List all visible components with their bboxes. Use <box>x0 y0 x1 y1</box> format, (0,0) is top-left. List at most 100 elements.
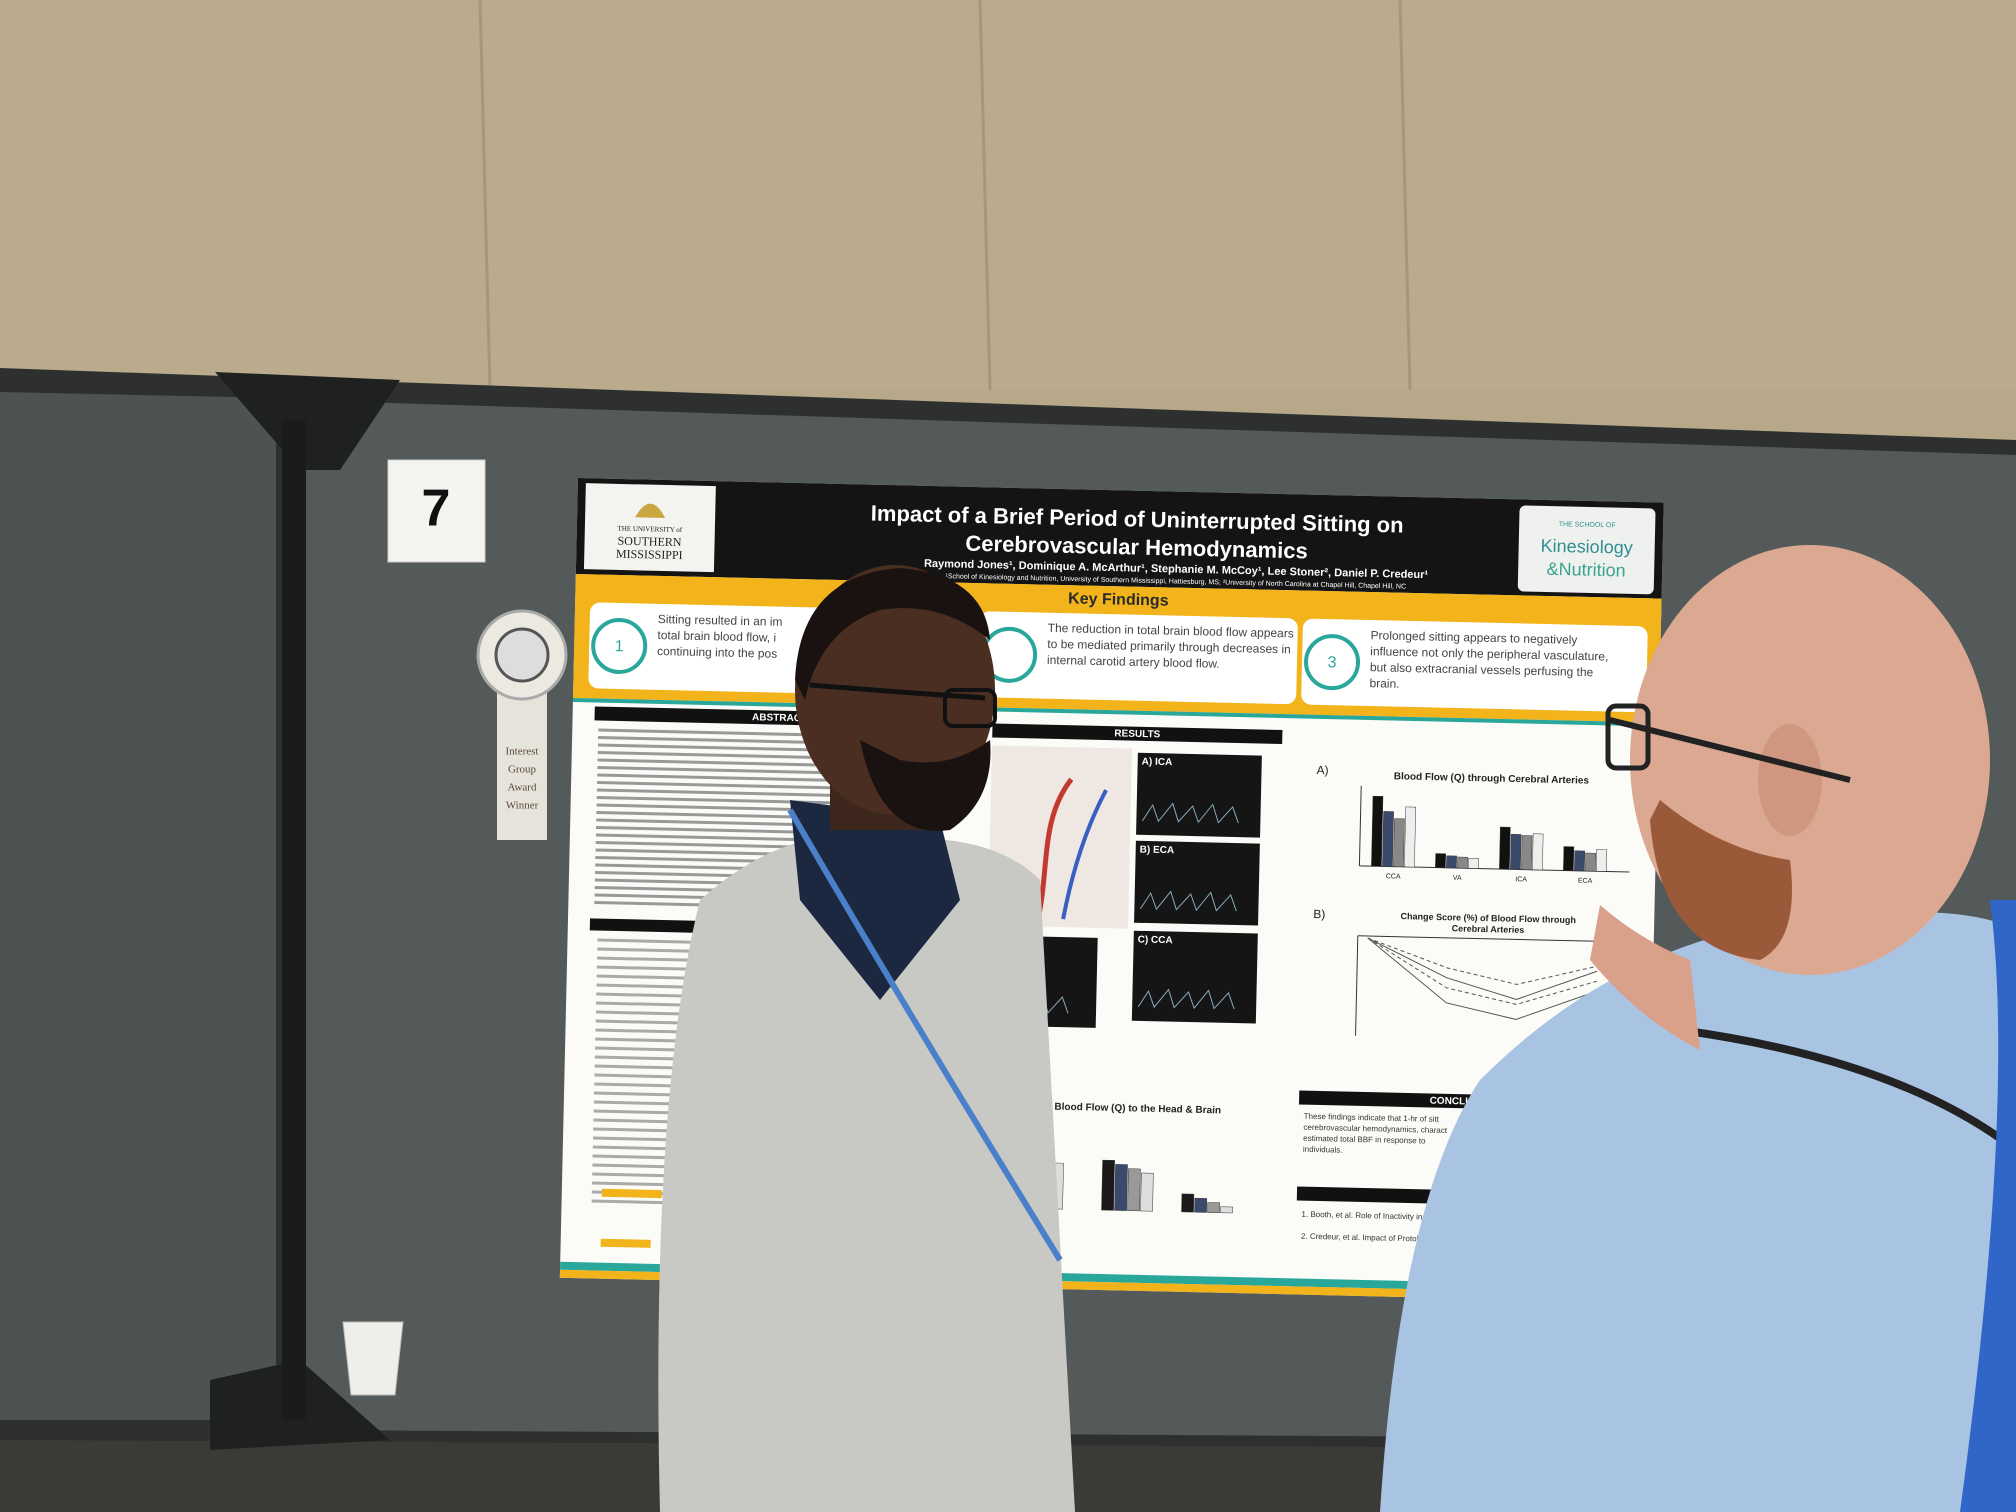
figure-bar <box>1140 1172 1154 1212</box>
finding-text: internal carotid artery blood flow. <box>1047 653 1220 671</box>
man-right-hand <box>1590 905 1700 1050</box>
ultrasound-label: C) CCA <box>1138 934 1173 946</box>
figure-bar <box>1435 853 1446 869</box>
artery <box>1061 789 1108 920</box>
figure-bar <box>1194 1197 1208 1213</box>
figure-bar <box>1101 1159 1115 1211</box>
figure-bar <box>1563 846 1575 871</box>
finding-box <box>1301 618 1648 713</box>
backpack-strap <box>1679 1026 2016 1154</box>
finding-number: 3 <box>1327 654 1336 671</box>
figure-bar <box>1382 811 1394 867</box>
chart-category: ECA <box>1578 878 1593 885</box>
head-brain-title: Estimated Blood Flow (Q) to the Head & B… <box>1004 1100 1221 1116</box>
finding-text: brain. <box>1369 676 1399 691</box>
conclusion-text: individuals. <box>1303 1145 1343 1155</box>
section-heading: RESULTS <box>1114 728 1160 740</box>
chart-label: B) <box>1313 907 1325 921</box>
chart-title: Change Score (%) of Blood Flow through <box>1400 911 1576 925</box>
number-card <box>387 459 486 563</box>
ultrasound-image <box>1131 930 1258 1024</box>
lanyard <box>787 808 1063 1262</box>
finding-number: 1 <box>615 638 624 655</box>
trend-line <box>1367 937 1597 1005</box>
conclusion-text: cerebrovascular hemodynamics, charact <box>1303 1123 1448 1135</box>
ribbon-text: Interest <box>506 746 539 758</box>
wall <box>0 0 2016 390</box>
figure-bar <box>1207 1202 1220 1213</box>
cup <box>342 1321 404 1396</box>
poster-header <box>575 477 1664 599</box>
section-heading: ABSTRACT <box>752 712 807 724</box>
logo-dome <box>635 503 666 518</box>
backpack-strap-blue <box>1960 900 2016 1512</box>
figure-bar <box>1393 818 1405 868</box>
wall-seam <box>1398 0 1412 391</box>
chart-axis <box>1358 785 1362 866</box>
finding-text: continuing into the pos <box>657 644 777 661</box>
wall-seam <box>978 0 992 391</box>
chart-axis <box>1355 935 1359 1036</box>
ultrasound-image <box>1134 840 1260 926</box>
reference-text: 2. Credeur, et al. Impact of Protol <box>1301 1232 1419 1244</box>
man-left-beard <box>860 740 991 831</box>
key-findings-heading: Key Findings <box>1068 590 1169 609</box>
logo-left-text: SOUTHERN <box>617 534 682 549</box>
trend-line <box>1367 937 1598 985</box>
chart-category: ICA <box>1515 876 1527 883</box>
man-left-body <box>658 836 1075 1512</box>
logo-right-text: &Nutrition <box>1546 559 1625 581</box>
finding-text: to be mediated primarily through decreas… <box>1047 637 1291 657</box>
figure-bar <box>1127 1168 1141 1212</box>
doppler-trace <box>1139 890 1237 912</box>
figure-bar <box>1532 833 1544 871</box>
doppler-trace <box>1137 988 1235 1010</box>
figure-bar <box>1220 1206 1233 1214</box>
ribbon-text: Award <box>508 782 537 794</box>
board-post-top <box>215 372 400 470</box>
board-post <box>282 420 306 1420</box>
ribbon-seal <box>494 627 550 683</box>
man-left-hair <box>795 568 990 700</box>
finding-text: Prolonged sitting appears to negatively <box>1370 628 1577 647</box>
figure-bar <box>1499 826 1511 870</box>
figure-bar <box>1585 852 1597 872</box>
figure-bar <box>1468 858 1479 869</box>
figure-bar <box>1457 856 1468 869</box>
man-left-lens <box>943 688 997 728</box>
finding-circle <box>1304 634 1361 691</box>
figure-bar <box>1596 848 1608 872</box>
conclusion-text: These findings indicate that 1-hr of sit… <box>1304 1112 1440 1124</box>
ultrasound-label: B) ECA <box>1140 844 1175 856</box>
logo-left-text: THE UNIVERSITY of <box>617 525 683 534</box>
artery <box>1035 777 1074 920</box>
ribbon-text: Group <box>508 764 537 776</box>
figure-bar <box>1114 1164 1128 1211</box>
section-bar <box>992 723 1283 745</box>
protocol-bar <box>601 1188 662 1199</box>
finding-circle <box>591 617 648 674</box>
chart-category: CCA <box>1386 873 1401 880</box>
logo-right-text: THE SCHOOL OF <box>1559 521 1616 529</box>
man-left-glasses <box>809 682 986 701</box>
chart-title: Cerebral Arteries <box>1452 923 1525 935</box>
man-right-ear <box>1758 724 1822 836</box>
conclusion-text: estimated total BBF in response to <box>1303 1134 1426 1146</box>
figure-bar <box>1510 834 1522 870</box>
wall-seam <box>478 0 492 391</box>
finding-text: but also extracranial vessels perfusing … <box>1370 660 1594 679</box>
finding-text: influence not only the peripheral vascul… <box>1370 644 1608 663</box>
logo-left-box <box>583 483 716 573</box>
protocol-bar <box>600 1238 651 1248</box>
man-right-lens <box>1605 703 1651 771</box>
ribbon-text: Winner <box>506 800 539 812</box>
chart-title: Blood Flow (Q) through Cerebral Arteries <box>1394 771 1590 786</box>
reference-text: 1. Booth, et al. Role of Inactivity in <box>1301 1210 1422 1222</box>
finding-text: The reduction in total brain blood flow … <box>1048 621 1294 641</box>
logo-right-text: Kinesiology <box>1540 536 1632 558</box>
figure-bar <box>1371 795 1384 867</box>
board-number: 7 <box>422 480 451 538</box>
